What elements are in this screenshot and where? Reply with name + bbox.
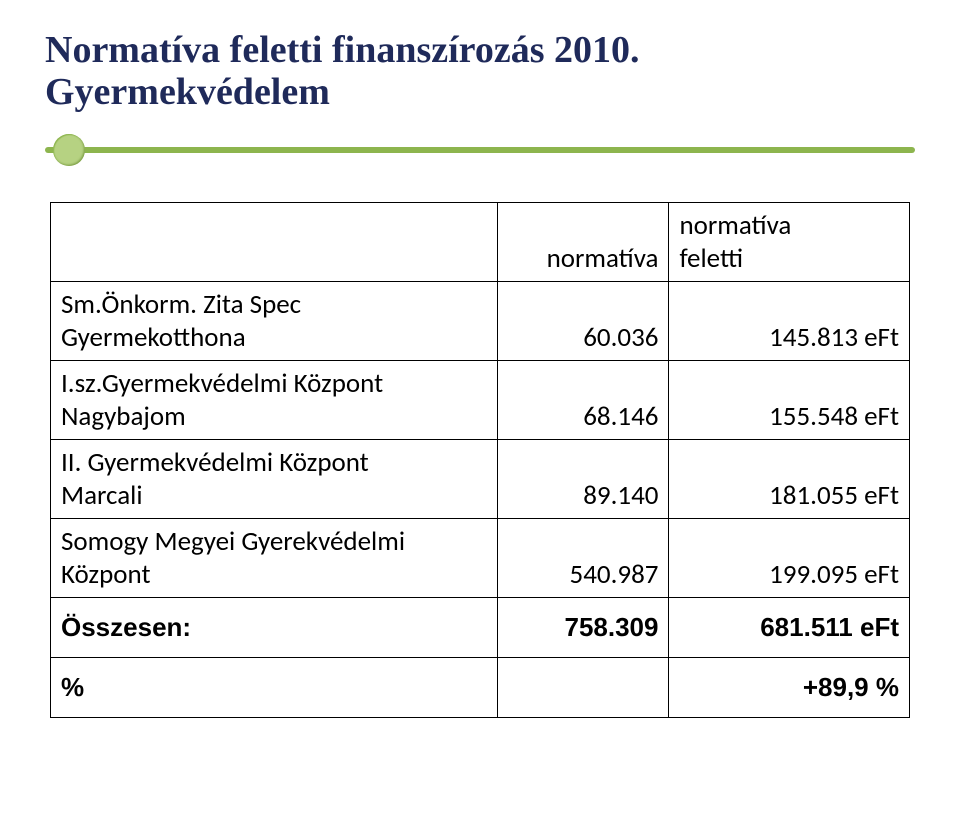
slide-title: Normatíva feletti finanszírozás 2010. Gy… [45, 30, 915, 114]
row-label-line2: Gyermekotthona [61, 321, 246, 354]
pct-value: +89,9 % [669, 657, 910, 717]
table-row: Sm.Önkorm. Zita Spec Gyermekotthona 60.0… [51, 281, 910, 360]
row-label-line1: II. Gyermekvédelmi Központ [61, 446, 369, 479]
table-row: II. Gyermekvédelmi Központ Marcali 89.14… [51, 439, 910, 518]
row-above: 155.548 eFt [669, 360, 910, 439]
row-label: I.sz.Gyermekvédelmi Központ Nagybajom [51, 360, 498, 439]
row-norm: 68.146 [497, 360, 669, 439]
row-label: II. Gyermekvédelmi Központ Marcali [51, 439, 498, 518]
finance-table: normatíva normatíva feletti Sm.Önkorm. Z… [50, 202, 910, 718]
title-line-2: Gyermekvédelem [45, 72, 915, 114]
row-label-line2: Nagybajom [61, 400, 186, 433]
total-label: Összesen: [51, 597, 498, 657]
row-label: Sm.Önkorm. Zita Spec Gyermekotthona [51, 281, 498, 360]
header-above-line2: feletti [679, 242, 743, 275]
title-divider [45, 132, 915, 172]
table-pct-row: % +89,9 % [51, 657, 910, 717]
row-above: 181.055 eFt [669, 439, 910, 518]
row-above: 145.813 eFt [669, 281, 910, 360]
slide: Normatíva feletti finanszírozás 2010. Gy… [0, 0, 960, 831]
row-label: Somogy Megyei Gyerekvédelmi Központ [51, 518, 498, 597]
table-row: I.sz.Gyermekvédelmi Központ Nagybajom 68… [51, 360, 910, 439]
table-total-row: Összesen: 758.309 681.511 eFt [51, 597, 910, 657]
row-label-line1: Sm.Önkorm. Zita Spec [61, 288, 301, 321]
total-norm: 758.309 [497, 597, 669, 657]
row-label-line1: I.sz.Gyermekvédelmi Központ [61, 367, 383, 400]
row-label-line1: Somogy Megyei Gyerekvédelmi [61, 525, 405, 558]
table-header-row: normatíva normatíva feletti [51, 202, 910, 281]
header-normativa-feletti: normatíva feletti [669, 202, 910, 281]
title-line-1: Normatíva feletti finanszírozás 2010. [45, 30, 915, 72]
total-above: 681.511 eFt [669, 597, 910, 657]
row-above: 199.095 eFt [669, 518, 910, 597]
divider-line [45, 147, 915, 153]
row-norm: 540.987 [497, 518, 669, 597]
table-container: normatíva normatíva feletti Sm.Önkorm. Z… [45, 202, 915, 718]
row-label-line2: Központ [61, 558, 151, 591]
table-row: Somogy Megyei Gyerekvédelmi Központ 540.… [51, 518, 910, 597]
divider-dot [53, 134, 85, 166]
header-normativa: normatíva [497, 202, 669, 281]
row-norm: 60.036 [497, 281, 669, 360]
row-norm: 89.140 [497, 439, 669, 518]
pct-empty [497, 657, 669, 717]
pct-label: % [51, 657, 498, 717]
header-normativa-text: normatíva [547, 242, 659, 275]
header-above-line1: normatíva [679, 209, 791, 242]
header-empty [51, 202, 498, 281]
row-label-line2: Marcali [61, 479, 143, 512]
